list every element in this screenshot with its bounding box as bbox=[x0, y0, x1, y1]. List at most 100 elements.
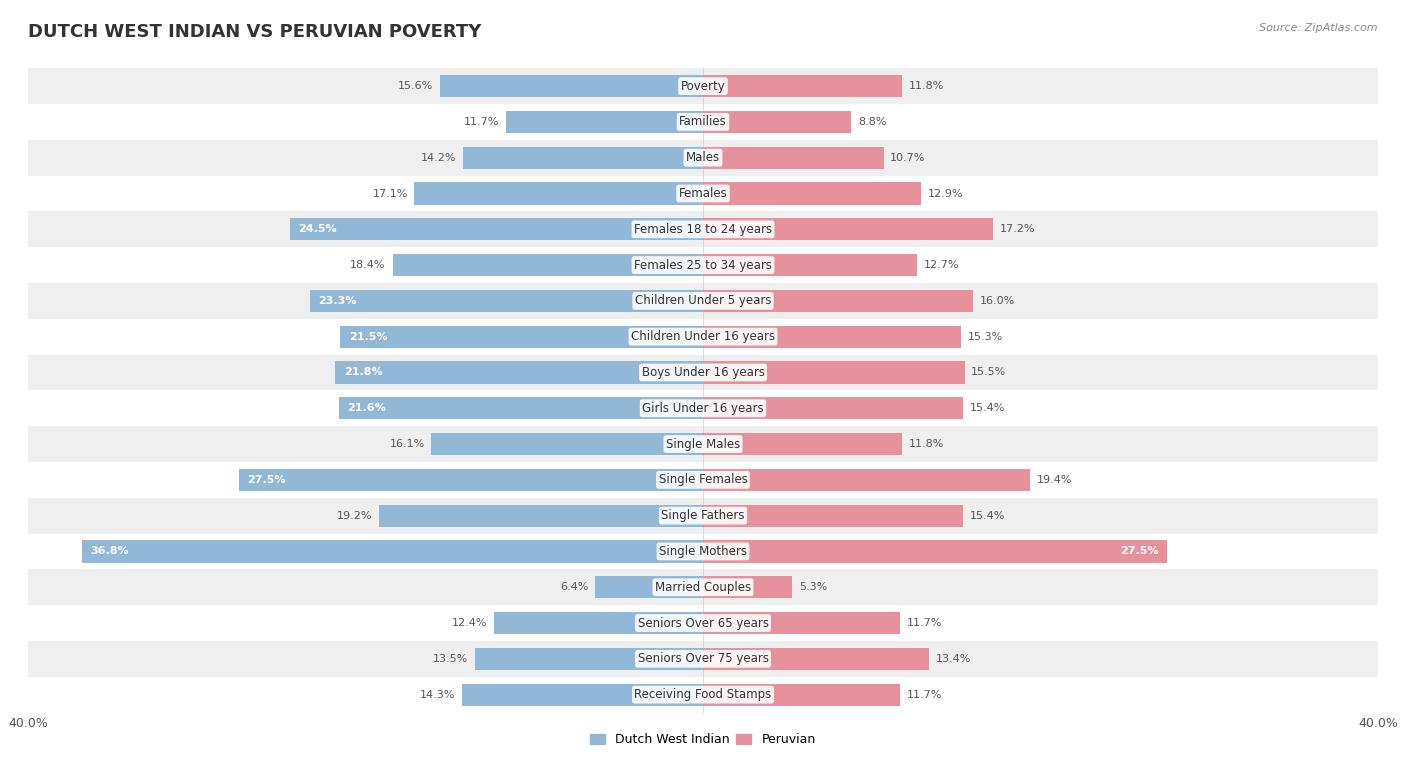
Bar bbox=[506, 111, 703, 133]
Text: 16.0%: 16.0% bbox=[980, 296, 1015, 306]
Bar bbox=[703, 362, 965, 384]
Text: Married Couples: Married Couples bbox=[655, 581, 751, 594]
Text: 14.3%: 14.3% bbox=[419, 690, 456, 700]
Bar bbox=[703, 433, 903, 455]
Text: 15.6%: 15.6% bbox=[398, 81, 433, 91]
Text: DUTCH WEST INDIAN VS PERUVIAN POVERTY: DUTCH WEST INDIAN VS PERUVIAN POVERTY bbox=[28, 23, 481, 41]
Bar bbox=[703, 397, 963, 419]
Bar bbox=[703, 218, 993, 240]
Bar bbox=[703, 576, 793, 598]
Bar bbox=[28, 605, 1378, 641]
Text: 21.8%: 21.8% bbox=[343, 368, 382, 377]
Text: 13.5%: 13.5% bbox=[433, 654, 468, 664]
Text: 27.5%: 27.5% bbox=[1121, 547, 1159, 556]
Text: Single Fathers: Single Fathers bbox=[661, 509, 745, 522]
Text: Boys Under 16 years: Boys Under 16 years bbox=[641, 366, 765, 379]
Text: Seniors Over 75 years: Seniors Over 75 years bbox=[637, 653, 769, 666]
Bar bbox=[461, 684, 703, 706]
Text: Children Under 16 years: Children Under 16 years bbox=[631, 330, 775, 343]
Text: Families: Families bbox=[679, 115, 727, 128]
Text: 15.4%: 15.4% bbox=[970, 403, 1005, 413]
Text: Females: Females bbox=[679, 187, 727, 200]
Bar bbox=[309, 290, 703, 312]
Text: 17.1%: 17.1% bbox=[373, 189, 408, 199]
Text: Females 25 to 34 years: Females 25 to 34 years bbox=[634, 258, 772, 271]
Text: 27.5%: 27.5% bbox=[247, 475, 285, 485]
Bar bbox=[475, 648, 703, 670]
Bar bbox=[440, 75, 703, 97]
Text: 19.4%: 19.4% bbox=[1038, 475, 1073, 485]
Text: 15.4%: 15.4% bbox=[970, 511, 1005, 521]
Bar bbox=[703, 146, 883, 169]
Bar bbox=[28, 390, 1378, 426]
Bar bbox=[28, 355, 1378, 390]
Bar bbox=[28, 176, 1378, 211]
Bar bbox=[432, 433, 703, 455]
Bar bbox=[28, 211, 1378, 247]
Text: 11.8%: 11.8% bbox=[908, 81, 945, 91]
Text: 19.2%: 19.2% bbox=[337, 511, 373, 521]
Bar bbox=[339, 397, 703, 419]
Text: Single Males: Single Males bbox=[666, 437, 740, 450]
Bar bbox=[703, 183, 921, 205]
Text: 11.7%: 11.7% bbox=[464, 117, 499, 127]
Bar bbox=[494, 612, 703, 634]
Bar bbox=[28, 319, 1378, 355]
Text: 6.4%: 6.4% bbox=[560, 582, 588, 592]
Legend: Dutch West Indian, Peruvian: Dutch West Indian, Peruvian bbox=[585, 728, 821, 751]
Bar bbox=[335, 362, 703, 384]
Bar bbox=[28, 569, 1378, 605]
Bar bbox=[703, 254, 917, 276]
Bar bbox=[340, 326, 703, 348]
Bar bbox=[415, 183, 703, 205]
Text: 12.4%: 12.4% bbox=[451, 618, 486, 628]
Bar bbox=[28, 534, 1378, 569]
Text: Children Under 5 years: Children Under 5 years bbox=[634, 294, 772, 308]
Bar bbox=[28, 641, 1378, 677]
Text: 23.3%: 23.3% bbox=[318, 296, 357, 306]
Bar bbox=[703, 540, 1167, 562]
Bar bbox=[28, 677, 1378, 713]
Text: 18.4%: 18.4% bbox=[350, 260, 385, 270]
Bar bbox=[595, 576, 703, 598]
Text: 12.7%: 12.7% bbox=[924, 260, 959, 270]
Text: 16.1%: 16.1% bbox=[389, 439, 425, 449]
Bar bbox=[28, 68, 1378, 104]
Text: 11.7%: 11.7% bbox=[907, 690, 942, 700]
Bar bbox=[703, 612, 900, 634]
Bar bbox=[703, 468, 1031, 491]
Bar bbox=[28, 462, 1378, 498]
Bar bbox=[28, 247, 1378, 283]
Text: Seniors Over 65 years: Seniors Over 65 years bbox=[637, 616, 769, 630]
Text: 15.5%: 15.5% bbox=[972, 368, 1007, 377]
Bar bbox=[290, 218, 703, 240]
Text: 11.8%: 11.8% bbox=[908, 439, 945, 449]
Text: 11.7%: 11.7% bbox=[907, 618, 942, 628]
Text: 10.7%: 10.7% bbox=[890, 152, 925, 163]
Bar bbox=[28, 426, 1378, 462]
Text: 8.8%: 8.8% bbox=[858, 117, 887, 127]
Text: Males: Males bbox=[686, 151, 720, 164]
Bar bbox=[239, 468, 703, 491]
Bar bbox=[28, 104, 1378, 139]
Text: 21.6%: 21.6% bbox=[347, 403, 385, 413]
Text: Receiving Food Stamps: Receiving Food Stamps bbox=[634, 688, 772, 701]
Bar bbox=[28, 139, 1378, 176]
Text: 13.4%: 13.4% bbox=[936, 654, 972, 664]
Text: 14.2%: 14.2% bbox=[422, 152, 457, 163]
Text: 12.9%: 12.9% bbox=[928, 189, 963, 199]
Bar bbox=[28, 283, 1378, 319]
Text: 17.2%: 17.2% bbox=[1000, 224, 1035, 234]
Text: 24.5%: 24.5% bbox=[298, 224, 336, 234]
Text: Females 18 to 24 years: Females 18 to 24 years bbox=[634, 223, 772, 236]
Bar bbox=[82, 540, 703, 562]
Bar bbox=[703, 648, 929, 670]
Bar bbox=[28, 498, 1378, 534]
Bar bbox=[703, 111, 852, 133]
Text: 15.3%: 15.3% bbox=[967, 332, 1002, 342]
Text: Source: ZipAtlas.com: Source: ZipAtlas.com bbox=[1260, 23, 1378, 33]
Text: 36.8%: 36.8% bbox=[90, 547, 129, 556]
Text: 5.3%: 5.3% bbox=[799, 582, 827, 592]
Text: Single Females: Single Females bbox=[658, 473, 748, 487]
Bar bbox=[380, 505, 703, 527]
